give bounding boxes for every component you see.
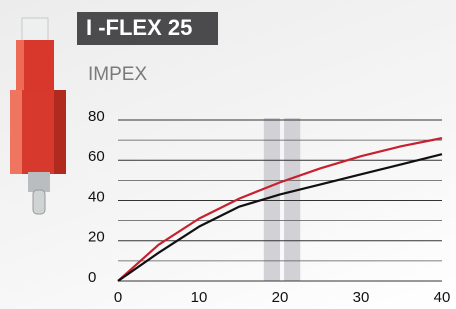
y-tick-label: 20 xyxy=(88,229,105,246)
chart: I -FLEX 25 IMPEX 0 20 40 60 80 0 10 20 30 40 xyxy=(0,0,456,309)
page: I -FLEX 25 IMPEX 0 20 40 60 80 0 10 20 30 40 xyxy=(0,0,456,309)
title: I -FLEX 25 xyxy=(86,15,192,40)
x-tick-label: 10 xyxy=(191,289,208,306)
x-tick-label: 40 xyxy=(434,289,451,306)
highlight-band xyxy=(284,118,300,281)
x-tick-label: 20 xyxy=(272,289,289,306)
brand: IMPEX xyxy=(88,64,147,85)
y-tick-label: 40 xyxy=(88,188,105,205)
y-tick-label: 0 xyxy=(88,269,96,286)
x-tick-label: 0 xyxy=(114,289,122,306)
y-tick-label: 60 xyxy=(88,148,105,165)
x-tick-label: 30 xyxy=(353,289,370,306)
product-image xyxy=(10,18,66,214)
y-tick-label: 80 xyxy=(88,108,105,125)
